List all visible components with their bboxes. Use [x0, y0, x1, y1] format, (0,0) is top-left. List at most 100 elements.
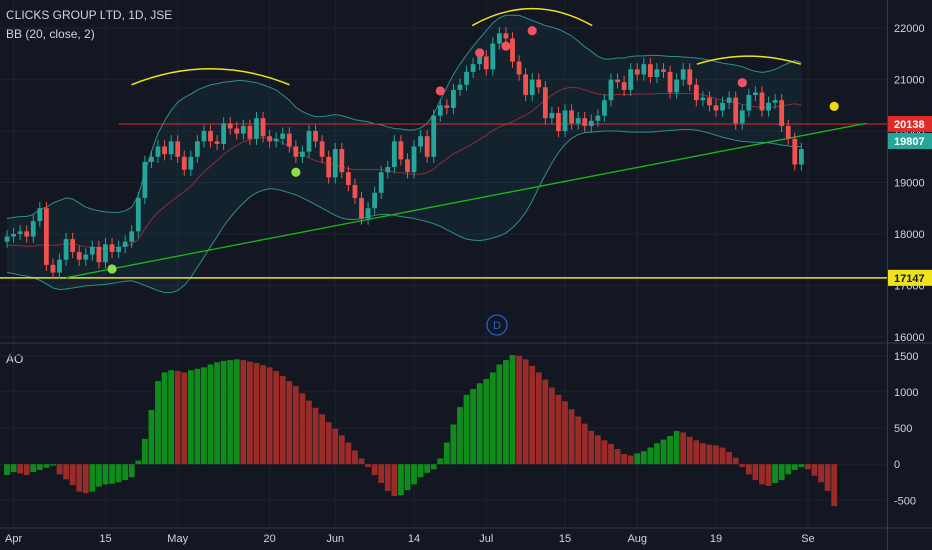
- candle[interactable]: [516, 61, 522, 75]
- ao-bar[interactable]: [319, 414, 326, 465]
- candle[interactable]: [713, 105, 719, 111]
- ao-bar[interactable]: [312, 407, 319, 465]
- signal-marker[interactable]: [291, 167, 301, 177]
- ao-bar[interactable]: [759, 464, 765, 485]
- ao-bar[interactable]: [713, 445, 719, 465]
- ao-bar[interactable]: [699, 443, 706, 465]
- ao-bar[interactable]: [404, 464, 411, 491]
- candle[interactable]: [319, 141, 325, 157]
- ao-bar[interactable]: [325, 422, 332, 465]
- candle[interactable]: [405, 159, 410, 173]
- signal-marker[interactable]: [501, 41, 511, 51]
- candle[interactable]: [385, 167, 391, 173]
- ao-bar[interactable]: [247, 361, 253, 465]
- ao-bar[interactable]: [128, 464, 135, 478]
- ao-bar[interactable]: [96, 464, 102, 487]
- ao-bar[interactable]: [535, 372, 542, 465]
- candle[interactable]: [96, 246, 102, 263]
- ao-bar[interactable]: [36, 464, 43, 470]
- candle[interactable]: [621, 82, 627, 90]
- candle[interactable]: [142, 161, 148, 198]
- candle[interactable]: [746, 95, 752, 111]
- signal-marker[interactable]: [107, 264, 117, 274]
- ao-bar[interactable]: [102, 464, 109, 485]
- candle[interactable]: [339, 149, 345, 173]
- candle[interactable]: [57, 259, 62, 273]
- candle[interactable]: [470, 64, 476, 72]
- candle[interactable]: [634, 69, 640, 75]
- candle[interactable]: [352, 185, 358, 198]
- ao-bar[interactable]: [286, 381, 293, 465]
- candle[interactable]: [759, 92, 765, 111]
- candle[interactable]: [785, 125, 791, 139]
- ao-bar[interactable]: [174, 370, 181, 465]
- ao-bar[interactable]: [398, 464, 404, 496]
- ao-bar[interactable]: [654, 443, 660, 465]
- ao-bar[interactable]: [443, 442, 450, 465]
- candle[interactable]: [391, 141, 397, 168]
- candle[interactable]: [661, 69, 666, 72]
- ao-bar[interactable]: [194, 368, 201, 465]
- ao-bar[interactable]: [332, 428, 339, 465]
- candle[interactable]: [542, 87, 548, 119]
- ao-bar[interactable]: [660, 439, 667, 465]
- ao-bar[interactable]: [417, 464, 424, 478]
- ao-bar[interactable]: [352, 450, 358, 465]
- ao-bar[interactable]: [627, 455, 634, 465]
- ao-bar[interactable]: [562, 401, 568, 465]
- candle[interactable]: [247, 125, 253, 139]
- candle[interactable]: [726, 97, 732, 103]
- ao-bar[interactable]: [109, 464, 115, 484]
- candle[interactable]: [221, 123, 227, 144]
- ao-bar[interactable]: [63, 464, 69, 480]
- candle[interactable]: [234, 128, 240, 134]
- ao-bar[interactable]: [43, 464, 50, 468]
- ao-bar[interactable]: [168, 370, 175, 465]
- candle[interactable]: [411, 146, 417, 173]
- candle[interactable]: [720, 102, 725, 111]
- candle[interactable]: [641, 64, 647, 75]
- candle[interactable]: [254, 118, 259, 139]
- candle[interactable]: [588, 120, 594, 126]
- candle[interactable]: [306, 131, 312, 152]
- candle[interactable]: [89, 246, 95, 255]
- ao-bar[interactable]: [69, 464, 76, 486]
- candle[interactable]: [300, 151, 305, 157]
- candle[interactable]: [792, 138, 798, 165]
- ao-bar[interactable]: [483, 378, 490, 465]
- ao-bar[interactable]: [391, 464, 398, 496]
- ao-bar[interactable]: [17, 464, 24, 474]
- ao-bar[interactable]: [542, 379, 549, 465]
- candle[interactable]: [779, 100, 785, 126]
- ao-bar[interactable]: [634, 453, 641, 465]
- ao-bar[interactable]: [214, 362, 220, 465]
- signal-marker[interactable]: [829, 101, 839, 111]
- candle[interactable]: [602, 100, 607, 116]
- candle[interactable]: [326, 156, 332, 178]
- ao-bar[interactable]: [732, 457, 739, 465]
- ao-bar[interactable]: [785, 464, 792, 475]
- ao-bar[interactable]: [693, 440, 700, 465]
- candle[interactable]: [437, 105, 443, 116]
- candle[interactable]: [24, 231, 30, 237]
- ao-bar[interactable]: [457, 407, 463, 465]
- candle[interactable]: [431, 115, 437, 157]
- candle[interactable]: [444, 105, 450, 108]
- candle[interactable]: [175, 141, 181, 157]
- ao-bar[interactable]: [614, 449, 621, 465]
- ao-bar[interactable]: [187, 370, 194, 465]
- candle[interactable]: [378, 172, 384, 193]
- ao-bar[interactable]: [673, 430, 680, 465]
- ao-bar[interactable]: [594, 435, 601, 465]
- ao-bar[interactable]: [489, 372, 496, 465]
- candle[interactable]: [372, 192, 378, 209]
- ao-bar[interactable]: [772, 464, 779, 483]
- ao-bar[interactable]: [608, 443, 614, 465]
- ao-bar[interactable]: [680, 432, 687, 465]
- candle[interactable]: [451, 89, 456, 108]
- ao-bar[interactable]: [791, 464, 798, 470]
- ao-bar[interactable]: [463, 394, 470, 465]
- ao-bar[interactable]: [260, 365, 266, 465]
- candle[interactable]: [30, 221, 36, 237]
